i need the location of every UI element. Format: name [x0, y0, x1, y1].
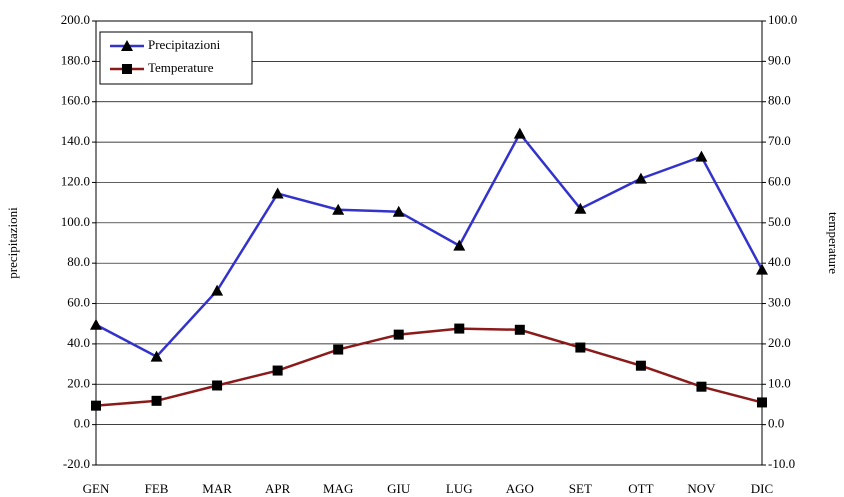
marker: [453, 239, 466, 251]
series-line: [95, 327, 763, 407]
x-tick-label: FEB: [145, 481, 169, 496]
marker: [634, 172, 647, 184]
marker: [211, 284, 224, 296]
y-tick-label: 100.0: [61, 214, 90, 229]
y2-tick-label: 90.0: [768, 52, 791, 67]
y2-tick-label: 20.0: [768, 335, 791, 350]
marker: [635, 360, 646, 371]
x-tick-label: MAR: [202, 481, 232, 496]
y-tick-label: 20.0: [67, 375, 90, 390]
x-tick-label: GEN: [83, 481, 110, 496]
marker: [150, 350, 163, 362]
x-tick-label: LUG: [446, 481, 473, 496]
y2-tick-label: 10.0: [768, 375, 791, 390]
x-tick-label: GIU: [387, 481, 411, 496]
y-tick-label: 80.0: [67, 254, 90, 269]
x-tick-label: NOV: [687, 481, 716, 496]
marker: [574, 202, 587, 214]
y-tick-label: 60.0: [67, 295, 90, 310]
marker: [91, 400, 101, 411]
x-tick-label: APR: [265, 481, 291, 496]
marker: [454, 323, 465, 334]
plot-frame: [95, 20, 763, 466]
y2-tick-label: 0.0: [768, 416, 784, 431]
legend-box: [99, 31, 253, 85]
marker: [212, 380, 223, 391]
marker: [756, 263, 768, 275]
x-tick-label: DIC: [751, 481, 773, 496]
y2-tick-label: 60.0: [768, 173, 791, 188]
marker: [575, 342, 586, 353]
legend-label: Precipitazioni: [148, 37, 221, 52]
y-tick-label: 140.0: [61, 133, 90, 148]
series-line: [95, 131, 764, 359]
y-axis-label: precipitazioni: [5, 207, 20, 279]
y2-tick-label: 100.0: [768, 12, 797, 27]
marker: [272, 365, 283, 376]
marker: [90, 318, 102, 330]
y-tick-label: 120.0: [61, 173, 90, 188]
marker: [696, 381, 707, 392]
y-tick-label: 180.0: [61, 52, 90, 67]
legend-label: Temperature: [148, 60, 214, 75]
y2-tick-label: 70.0: [768, 133, 791, 148]
y2-tick-label: -10.0: [768, 456, 795, 471]
y-tick-label: 40.0: [67, 335, 90, 350]
marker: [513, 127, 526, 139]
y-tick-label: 0.0: [74, 416, 90, 431]
y-tick-label: -20.0: [63, 456, 90, 471]
y-tick-label: 200.0: [61, 12, 90, 27]
marker: [333, 344, 344, 355]
y2-tick-label: 40.0: [768, 254, 791, 269]
marker: [514, 324, 525, 335]
y2-axis-label: temperature: [826, 212, 841, 274]
x-tick-label: SET: [569, 481, 592, 496]
marker: [695, 150, 708, 162]
y2-tick-label: 30.0: [768, 295, 791, 310]
marker: [393, 329, 404, 340]
marker: [332, 203, 345, 215]
legend-marker: [121, 40, 133, 51]
marker: [757, 397, 767, 408]
y2-tick-label: 50.0: [768, 214, 791, 229]
x-tick-label: AGO: [506, 481, 534, 496]
marker: [271, 187, 284, 199]
y-tick-label: 160.0: [61, 93, 90, 108]
marker: [392, 205, 405, 217]
legend-marker: [122, 64, 132, 74]
marker: [151, 395, 162, 406]
x-tick-label: OTT: [628, 481, 653, 496]
y2-tick-label: 80.0: [768, 93, 791, 108]
x-tick-label: MAG: [323, 481, 353, 496]
